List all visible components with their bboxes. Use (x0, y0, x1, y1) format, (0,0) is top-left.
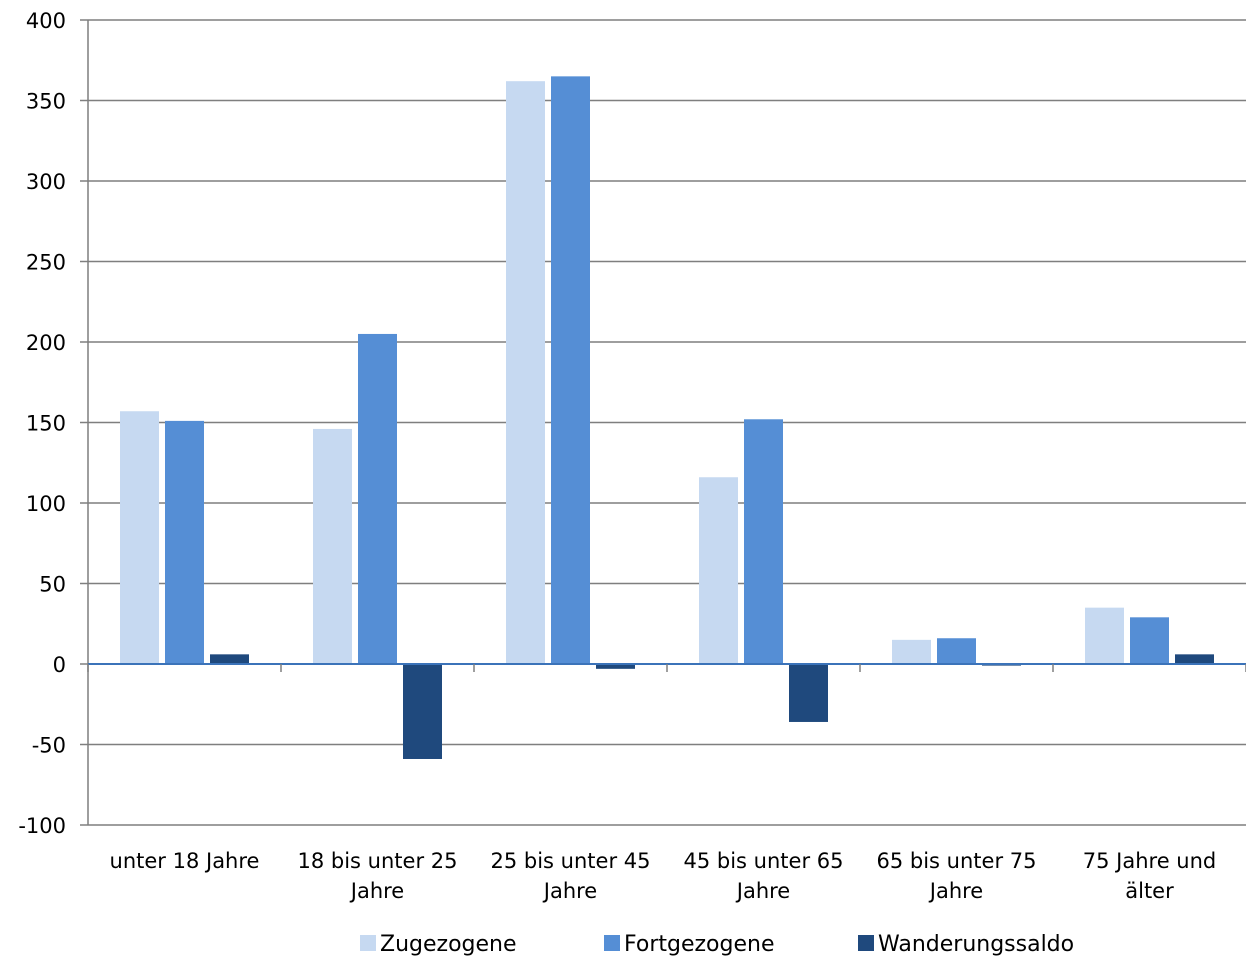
legend-label-fortgezogene: Fortgezogene (624, 932, 775, 957)
legend-swatch-wanderungssaldo (858, 935, 874, 951)
bar-wanderungssaldo-3 (789, 664, 828, 722)
bar-zugezogene-5 (1085, 607, 1124, 664)
gridlines (88, 19, 1246, 826)
x-category-label-line: Jahre (349, 879, 404, 903)
x-category-label-line: 18 bis unter 25 (298, 849, 458, 873)
bar-zugezogene-0 (120, 411, 159, 664)
legend-swatch-fortgezogene (604, 935, 620, 951)
bar-zugezogene-1 (313, 428, 352, 664)
y-tick-label: -100 (18, 814, 66, 838)
x-category-label: 75 Jahre und älter (1083, 849, 1217, 903)
x-category-label: 25 bis unter 45 Jahre (491, 849, 651, 903)
bar-fortgezogene-2 (551, 76, 590, 665)
bar-wanderungssaldo-1 (403, 664, 442, 759)
y-tick-label: 250 (26, 251, 66, 275)
bar-fortgezogene-5 (1130, 617, 1169, 664)
legend-swatch-zugezogene (360, 935, 376, 951)
bar-wanderungssaldo-5 (1175, 654, 1214, 664)
bar-zugezogene-4 (892, 639, 931, 664)
y-tick-label: 400 (26, 9, 66, 33)
x-category-label-line: 75 Jahre und (1083, 849, 1217, 873)
x-category-label-line: Jahre (735, 879, 790, 903)
axes (80, 19, 1246, 826)
x-category-label: unter 18 Jahre (110, 849, 260, 873)
bar-fortgezogene-4 (937, 638, 976, 664)
y-tick-label: 300 (26, 170, 66, 194)
bar-fortgezogene-3 (744, 419, 783, 664)
x-category-label-line: unter 18 Jahre (110, 849, 260, 873)
x-category-label-line: Jahre (928, 879, 983, 903)
bar-fortgezogene-0 (165, 420, 204, 664)
bar-fortgezogene-1 (358, 333, 397, 664)
y-tick-label: 150 (26, 412, 66, 436)
x-category-label-line: Jahre (542, 879, 597, 903)
bar-zugezogene-3 (699, 477, 738, 664)
y-tick-label: 50 (39, 573, 66, 597)
bar-zugezogene-2 (506, 81, 545, 665)
y-tick-label: -50 (32, 734, 66, 758)
bar-wanderungssaldo-2 (596, 664, 635, 669)
legend: Zugezogene Fortgezogene Wanderungssaldo (360, 932, 1074, 957)
y-axis-tick-labels: 400 350 300 250 200 150 100 50 0 -50 -100 (18, 9, 66, 838)
y-tick-label: 100 (26, 492, 66, 516)
bar-wanderungssaldo-0 (210, 654, 249, 664)
bars (120, 76, 1214, 759)
legend-label-zugezogene: Zugezogene (380, 932, 517, 957)
x-category-label-line: 45 bis unter 65 (684, 849, 844, 873)
x-category-label-line: älter (1125, 879, 1174, 903)
x-category-label: 45 bis unter 65 Jahre (684, 849, 844, 903)
x-category-label: 65 bis unter 75 Jahre (877, 849, 1037, 903)
x-category-label-line: 25 bis unter 45 (491, 849, 651, 873)
legend-label-wanderungssaldo: Wanderungssaldo (878, 932, 1074, 957)
x-category-label-line: 65 bis unter 75 (877, 849, 1037, 873)
y-tick-label: 0 (53, 653, 66, 677)
y-tick-label: 200 (26, 331, 66, 355)
y-tick-label: 350 (26, 90, 66, 114)
x-category-label: 18 bis unter 25 Jahre (298, 849, 458, 903)
